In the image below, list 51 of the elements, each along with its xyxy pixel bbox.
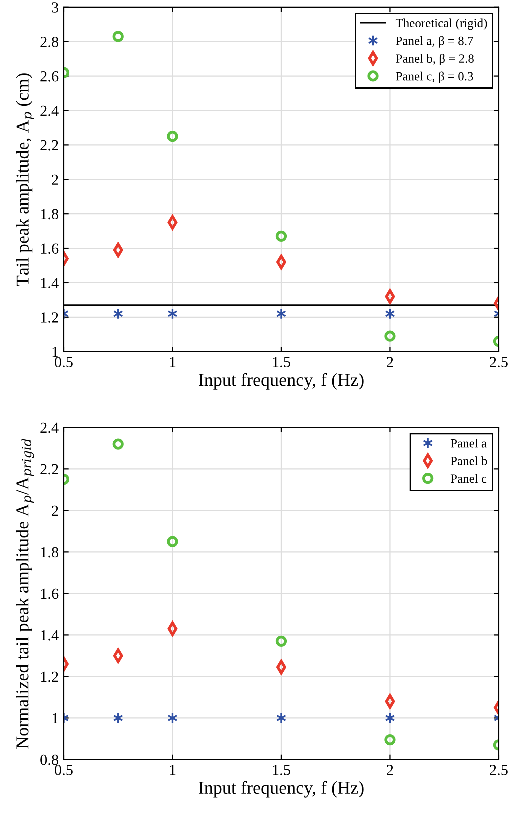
- y-tick-label: 2: [52, 174, 58, 185]
- y-tick-label: 1.8: [41, 209, 59, 220]
- legend-label: Panel a, β = 8.7: [396, 36, 474, 48]
- point: [167, 536, 178, 548]
- x-axis-title: Input frequency, f (Hz): [199, 373, 364, 390]
- x-tick-label: 0.5: [55, 357, 73, 368]
- point: [167, 131, 178, 142]
- point: [385, 694, 396, 709]
- point: [276, 230, 288, 242]
- y-axis-title: Normalized tail peak amplitude A$_{p}$/A$_{prigid}$: [16, 439, 34, 749]
- y-tick-label: 1.2: [41, 672, 58, 682]
- y-tick-label: 1.4: [41, 278, 59, 288]
- y-tick-label: 1.2: [41, 312, 58, 323]
- y-tick-label: 2.2: [40, 464, 58, 475]
- x-tick-label: 1.5: [273, 357, 290, 368]
- x-tick-label: 1: [170, 765, 176, 776]
- x-tick-label: 2: [387, 357, 394, 368]
- legend-label: Panel b, β = 2.8: [396, 54, 474, 66]
- x-tick-label: 2.5: [490, 357, 508, 368]
- point: [276, 636, 288, 647]
- legend-label: Panel a: [450, 438, 487, 448]
- x-tick-label: 2: [387, 765, 394, 776]
- point: [168, 622, 178, 636]
- x-axis-title: Input frequency, f (Hz): [199, 781, 364, 798]
- legend-label: Panel b: [450, 456, 488, 466]
- y-tick-label: 2: [52, 506, 58, 516]
- y-tick-label: 1.8: [41, 547, 59, 558]
- y-tick-label: 1.6: [41, 244, 59, 254]
- y-tick-label: 0.8: [40, 754, 59, 766]
- x-tick-label: 1: [170, 357, 176, 368]
- y-tick-label: 1.4: [41, 630, 59, 641]
- y-tick-label: 2.8: [40, 37, 59, 48]
- x-tick-label: 1.5: [273, 765, 290, 776]
- legend-label: Panel c, β = 0.3: [396, 72, 474, 84]
- y-tick-label: 1.6: [41, 588, 59, 600]
- y-tick-label: 3: [52, 2, 59, 13]
- y-tick-label: 1: [52, 347, 58, 358]
- y-tick-label: 1: [52, 713, 58, 724]
- legend-label: Panel c: [450, 474, 487, 484]
- point: [384, 330, 396, 342]
- y-tick-label: 2.6: [40, 71, 59, 82]
- point: [168, 215, 178, 230]
- y-tick-label: 2.4: [40, 422, 59, 434]
- x-tick-label: 0.5: [55, 765, 73, 776]
- y-tick-label: 2.2: [40, 140, 58, 151]
- point: [276, 308, 287, 320]
- point: [384, 734, 396, 746]
- legend-label: Theoretical (rigid): [396, 18, 488, 30]
- y-tick-label: 2.4: [40, 106, 59, 116]
- y-axis-title: Tail peak amplitude, A$_{p}$ (cm): [16, 74, 34, 286]
- x-tick-label: 2.5: [490, 765, 508, 776]
